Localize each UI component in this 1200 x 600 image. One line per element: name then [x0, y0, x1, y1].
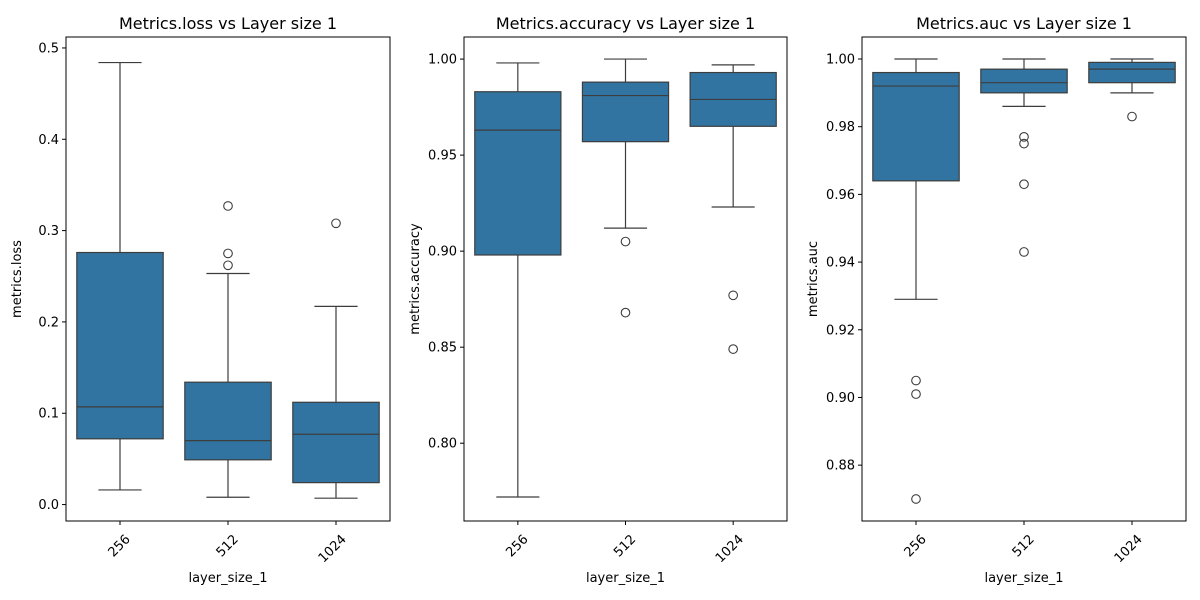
outlier-point: [1127, 111, 1137, 122]
x-tick-label: 1024: [1112, 532, 1146, 566]
iqr-box: [474, 91, 562, 256]
box-512: [581, 58, 670, 318]
x-tick-label: 512: [1010, 532, 1038, 560]
box-256: [872, 58, 960, 504]
outlier-point: [223, 201, 233, 211]
outlier-point: [331, 218, 341, 229]
x-axis-label: layer_size_1: [984, 571, 1063, 586]
y-tick-label: 0.80: [428, 437, 457, 452]
x-tick-label: 512: [214, 532, 242, 560]
plot-frame: [861, 36, 1187, 522]
y-tick-label: 0.95: [428, 149, 457, 164]
x-tick-label: 512: [611, 532, 639, 560]
outlier-point: [1019, 247, 1029, 257]
outlier-point: [620, 307, 631, 318]
outlier-point: [620, 236, 631, 247]
box-1024: [292, 218, 380, 499]
y-tick-label: 0.90: [826, 391, 855, 406]
iqr-box: [581, 81, 670, 143]
y-tick-label: 1.00: [826, 53, 855, 68]
chart-panel-2: Metrics.accuracy vs Layer size 1 0.80 0.85…: [408, 14, 788, 586]
y-tick-label: 0.90: [428, 245, 457, 260]
y-tick-label: 0.85: [428, 341, 457, 356]
y-tick-label: 0.94: [826, 256, 855, 271]
plot-frame: [463, 36, 788, 522]
chart-panel-3: Metrics.auc vs Layer size 1 0.88 0.90 0.92 0…: [806, 14, 1187, 586]
iqr-box: [872, 71, 960, 182]
y-tick-label: 1.00: [428, 53, 457, 68]
box-1024: [1088, 58, 1176, 122]
x-axis-label: layer_size_1: [188, 571, 267, 586]
outlier-point: [223, 248, 233, 259]
y-tick-label: 0.2: [38, 315, 59, 330]
chart-title: Metrics.accuracy vs Layer size 1: [496, 14, 755, 33]
y-tick-label: 0.5: [38, 41, 59, 56]
y-tick-label: 0.96: [826, 188, 855, 203]
x-tick-label: 1024: [316, 532, 350, 566]
outlier-point: [728, 344, 739, 354]
y-axis-label: metrics.accuracy: [408, 223, 423, 335]
box-512: [184, 201, 272, 498]
outlier-point: [223, 260, 233, 271]
box-512: [980, 58, 1068, 257]
y-tick-label: 0.98: [826, 120, 855, 135]
chart-title: Metrics.loss vs Layer size 1: [119, 14, 337, 33]
y-tick-label: 0.4: [38, 133, 59, 148]
outlier-point: [1019, 131, 1029, 142]
iqr-box: [184, 381, 272, 461]
box-1024: [689, 64, 777, 354]
chart-title: Metrics.auc vs Layer size 1: [916, 14, 1132, 33]
y-tick-label: 0.88: [826, 459, 855, 474]
chart-panel-1: Metrics.loss vs Layer size 1 0.0 0.1 0.2 0.3…: [10, 14, 391, 586]
y-tick-label: 0.3: [38, 224, 59, 239]
outlier-point: [1019, 138, 1029, 149]
x-axis-label: layer_size_1: [586, 571, 665, 586]
box-256: [76, 61, 164, 491]
x-tick-label: 256: [503, 532, 531, 560]
iqr-box: [76, 251, 164, 440]
y-axis-label: metrics.auc: [806, 241, 821, 317]
plot-frame: [65, 36, 391, 522]
outlier-point: [1019, 179, 1029, 190]
x-tick-label: 1024: [713, 532, 747, 566]
iqr-box: [1088, 61, 1176, 84]
y-axis-label: metrics.loss: [10, 240, 25, 318]
x-tick-label: 256: [902, 532, 930, 560]
outlier-point: [911, 375, 921, 386]
y-tick-label: 0.0: [38, 498, 59, 513]
box-256: [474, 62, 562, 498]
iqr-box: [292, 401, 380, 484]
y-tick-label: 0.1: [38, 407, 59, 422]
x-tick-label: 256: [106, 532, 134, 560]
outlier-point: [911, 494, 921, 504]
outlier-point: [911, 389, 921, 399]
outlier-point: [728, 290, 739, 301]
y-tick-label: 0.92: [826, 323, 855, 338]
iqr-box: [980, 68, 1068, 94]
